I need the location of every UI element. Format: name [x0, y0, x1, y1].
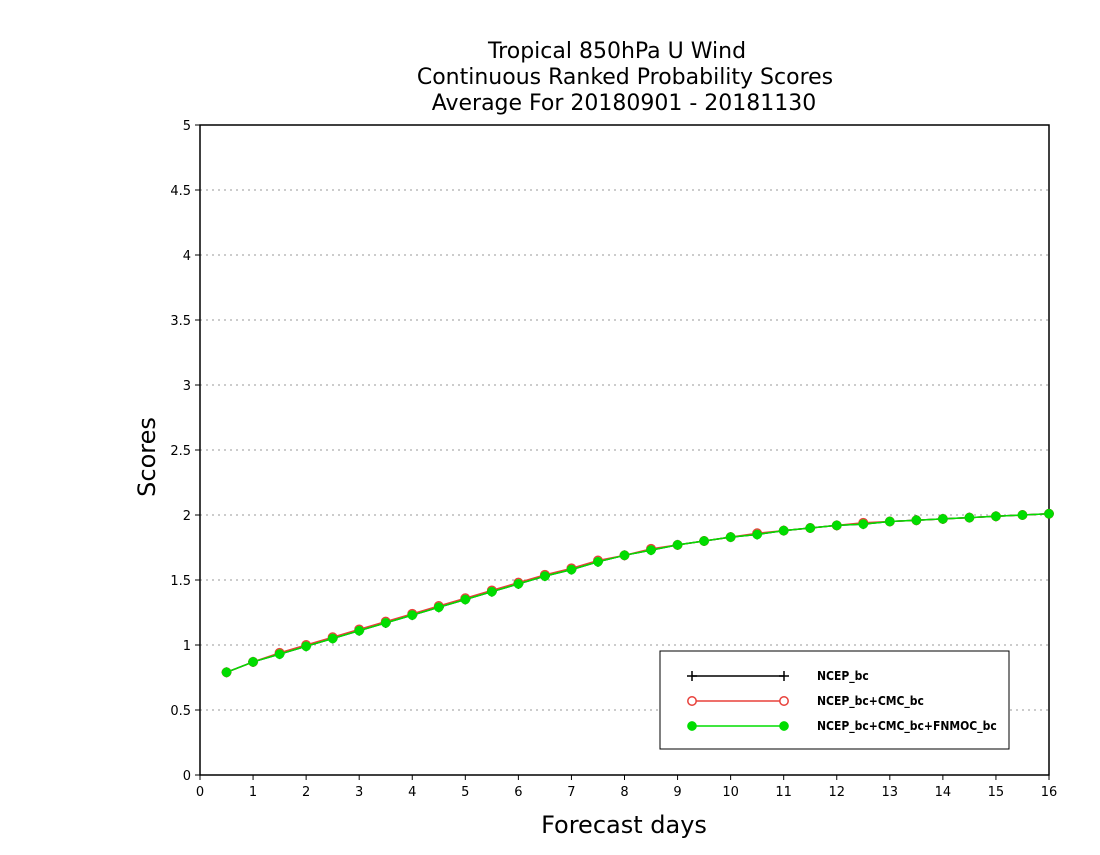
series-2-point — [486, 586, 497, 597]
chart-title: Tropical 850hPa U Wind Continuous Ranked… — [417, 39, 833, 116]
legend: NCEP_bc NCEP_bc+CMC_bc NCEP_bc+CMC_bc+FNMO… — [659, 650, 1010, 750]
series-2-point — [1044, 508, 1054, 519]
series-2-point — [938, 514, 948, 524]
title-line-1: Tropical 850hPa U Wind — [487, 39, 746, 64]
y-tick-label: 0 — [183, 769, 191, 784]
series-2-point — [248, 657, 258, 667]
y-tick-label: 4 — [183, 249, 191, 264]
series-2-point — [991, 511, 1001, 522]
series-2-point — [540, 571, 550, 581]
y-tick-label: 4.5 — [170, 184, 191, 199]
y-tick-label: 3.5 — [170, 314, 191, 329]
y-axis-label: Scores — [133, 417, 161, 497]
series-line-1 — [226, 512, 1050, 673]
x-tick-label: 14 — [935, 785, 952, 800]
x-tick-label: 11 — [775, 785, 792, 800]
y-tick-label: 0.5 — [170, 704, 191, 719]
y-tick-label: 2.5 — [170, 444, 191, 459]
series-2-point — [619, 550, 630, 561]
x-tick-label: 12 — [828, 785, 845, 800]
series-2-point — [593, 556, 603, 567]
series-2-point — [380, 618, 391, 628]
series-2-point — [327, 633, 338, 644]
series-2-point — [274, 649, 285, 659]
x-axis: 0 1 2 3 4 5 6 7 8 9 10 11 12 13 14 15 16 — [196, 775, 1057, 800]
y-tick-label: 1 — [183, 639, 191, 654]
legend-marker-left — [687, 721, 697, 731]
series-2-point — [805, 523, 816, 533]
x-axis-label: Forecast days — [541, 811, 707, 839]
series-2-point — [221, 667, 232, 678]
series-2-point — [513, 579, 524, 589]
x-tick-label: 2 — [302, 785, 310, 800]
series-2-point — [566, 564, 577, 575]
series-line-0 — [226, 512, 1050, 673]
y-tick-label: 3 — [183, 379, 191, 394]
legend-item-2: NCEP_bc+CMC_bc+FNMOC_bc — [687, 719, 997, 734]
series-2-point — [354, 625, 365, 636]
y-tick-label: 2 — [183, 509, 191, 524]
legend-item-0: NCEP_bc — [687, 669, 869, 684]
series-layer — [221, 508, 1054, 678]
x-tick-label: 0 — [196, 785, 204, 800]
series-2-point — [433, 602, 444, 613]
legend-item-1: NCEP_bc+CMC_bc — [687, 694, 924, 709]
y-tick-label: 5 — [183, 119, 191, 134]
legend-marker-right — [779, 671, 789, 681]
series-2-point — [672, 540, 683, 550]
x-tick-label: 9 — [673, 785, 681, 800]
series-2-point — [1017, 510, 1028, 520]
series-2-point — [301, 641, 311, 652]
x-tick-label: 6 — [514, 785, 522, 800]
x-tick-label: 15 — [988, 785, 1005, 800]
x-tick-label: 13 — [882, 785, 899, 800]
x-tick-label: 5 — [461, 785, 469, 800]
x-tick-label: 1 — [249, 785, 257, 800]
legend-marker-left — [687, 671, 697, 681]
legend-marker-right — [779, 696, 789, 706]
series-2-point — [884, 516, 895, 527]
x-tick-label: 3 — [355, 785, 363, 800]
series-2-point — [752, 529, 763, 540]
legend-marker-left — [687, 696, 697, 706]
title-line-3: Average For 20180901 - 20181130 — [432, 91, 817, 116]
legend-label: NCEP_bc+CMC_bc+FNMOC_bc — [817, 719, 997, 734]
series-2-point — [831, 520, 842, 531]
x-tick-label: 4 — [408, 785, 416, 800]
series-2-point — [646, 545, 656, 555]
legend-box — [659, 650, 1010, 750]
y-axis: 0 0.5 1 1.5 2 2.5 3 3.5 4 4.5 5 — [170, 119, 200, 784]
series-2-point — [699, 536, 709, 546]
series-2-point — [460, 594, 471, 605]
series-2-point — [407, 610, 418, 620]
grid — [200, 189, 1049, 711]
series-2-point — [911, 515, 922, 526]
x-tick-label: 10 — [722, 785, 739, 800]
x-tick-label: 7 — [567, 785, 575, 800]
legend-label: NCEP_bc — [817, 669, 869, 684]
series-2-point — [964, 512, 975, 523]
legend-marker-right — [779, 721, 789, 731]
series-2 — [221, 508, 1054, 678]
series-line-2 — [226, 512, 1050, 673]
legend-label: NCEP_bc+CMC_bc — [817, 694, 924, 709]
series-2-point — [725, 532, 736, 542]
x-tick-label: 16 — [1041, 785, 1058, 800]
x-tick-label: 8 — [620, 785, 628, 800]
title-line-2: Continuous Ranked Probability Scores — [417, 65, 833, 90]
y-tick-label: 1.5 — [170, 574, 191, 589]
series-2-point — [778, 525, 789, 536]
series-2-point — [858, 519, 869, 529]
